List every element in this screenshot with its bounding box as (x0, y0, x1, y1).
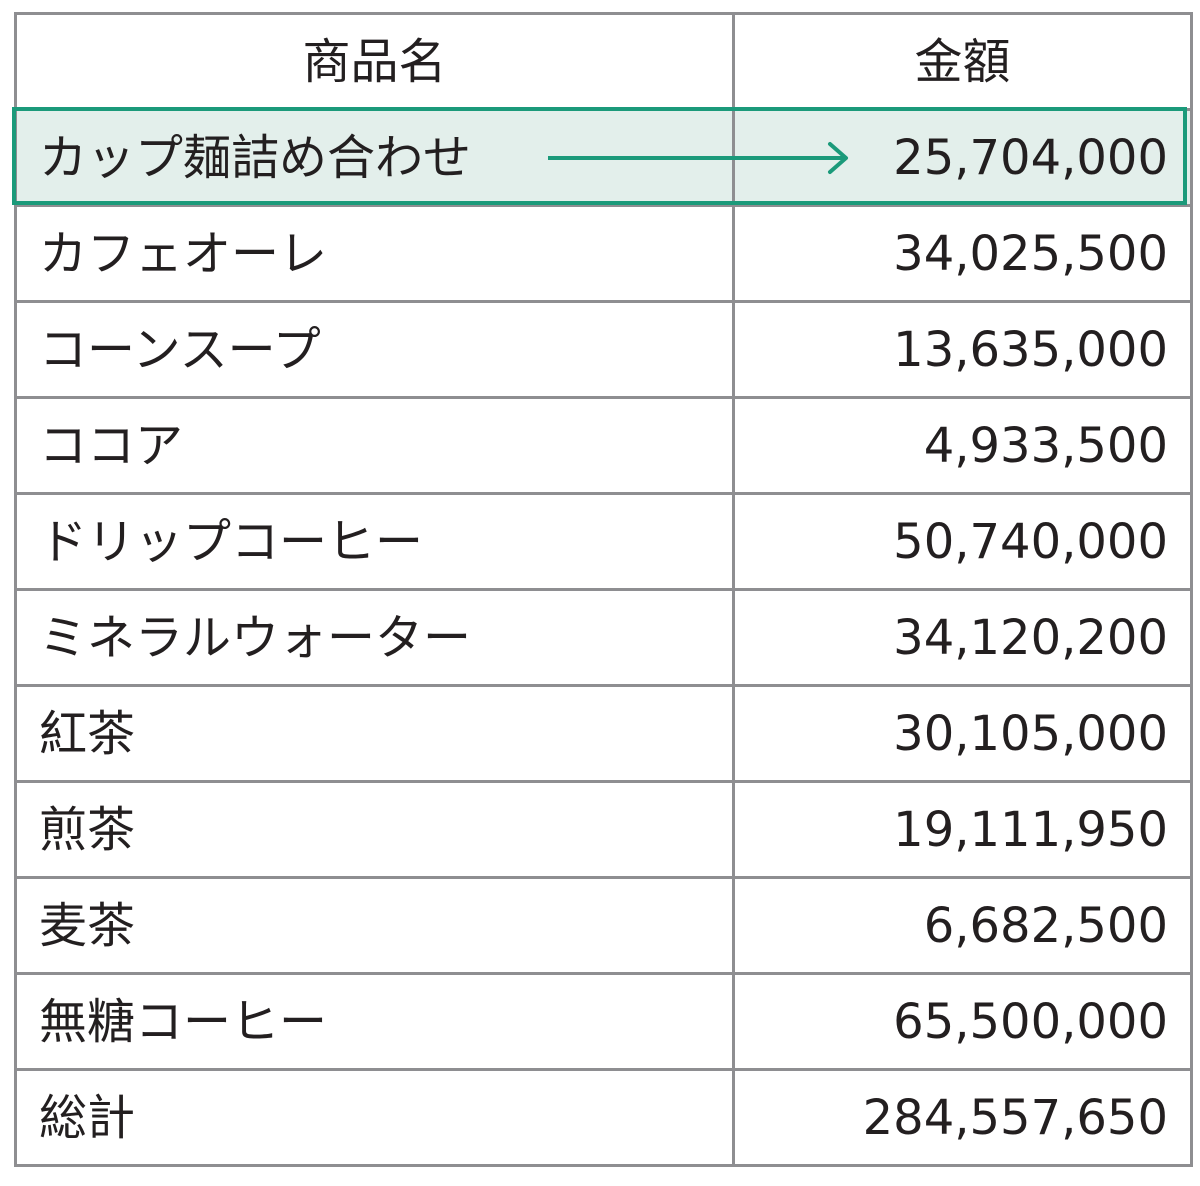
amount-cell: 284,557,650 (732, 1068, 1193, 1167)
table-row-highlighted: カップ麺詰め合わせ 25,704,000 (14, 108, 1193, 207)
amount-cell: 34,120,200 (732, 588, 1193, 687)
table-row: カフェオーレ 34,025,500 (14, 204, 1193, 303)
amount-cell: 6,682,500 (732, 876, 1193, 975)
header-row: 商品名 金額 (14, 12, 1193, 111)
amount-cell: 4,933,500 (732, 396, 1193, 495)
amount-cell: 13,635,000 (732, 300, 1193, 399)
amount-cell: 50,740,000 (732, 492, 1193, 591)
arrow-right-icon (548, 142, 848, 174)
product-name-cell: 無糖コーヒー (14, 972, 735, 1071)
table-row: 紅茶 30,105,000 (14, 684, 1193, 783)
sales-table: 商品名 金額 カップ麺詰め合わせ 25,704,000 カフェオーレ 34,02… (14, 12, 1193, 1167)
product-name-cell: カフェオーレ (14, 204, 735, 303)
product-name-cell: 紅茶 (14, 684, 735, 783)
product-name-cell: コーンスープ (14, 300, 735, 399)
table-row: 麦茶 6,682,500 (14, 876, 1193, 975)
product-name-cell: ドリップコーヒー (14, 492, 735, 591)
product-name-cell: 麦茶 (14, 876, 735, 975)
header-product-name: 商品名 (14, 12, 735, 111)
amount-cell: 19,111,950 (732, 780, 1193, 879)
amount-cell: 34,025,500 (732, 204, 1193, 303)
header-amount: 金額 (732, 12, 1193, 111)
table-row: 無糖コーヒー 65,500,000 (14, 972, 1193, 1071)
table-row: ドリップコーヒー 50,740,000 (14, 492, 1193, 591)
amount-cell: 30,105,000 (732, 684, 1193, 783)
product-name-cell: ココア (14, 396, 735, 495)
table-row-total: 総計 284,557,650 (14, 1068, 1193, 1167)
table-row: ココア 4,933,500 (14, 396, 1193, 495)
table-row: コーンスープ 13,635,000 (14, 300, 1193, 399)
product-name-cell: 煎茶 (14, 780, 735, 879)
table-row: ミネラルウォーター 34,120,200 (14, 588, 1193, 687)
table-row: 煎茶 19,111,950 (14, 780, 1193, 879)
product-name-cell: ミネラルウォーター (14, 588, 735, 687)
product-name-cell: 総計 (14, 1068, 735, 1167)
amount-cell: 65,500,000 (732, 972, 1193, 1071)
amount-cell: 25,704,000 (732, 108, 1193, 207)
